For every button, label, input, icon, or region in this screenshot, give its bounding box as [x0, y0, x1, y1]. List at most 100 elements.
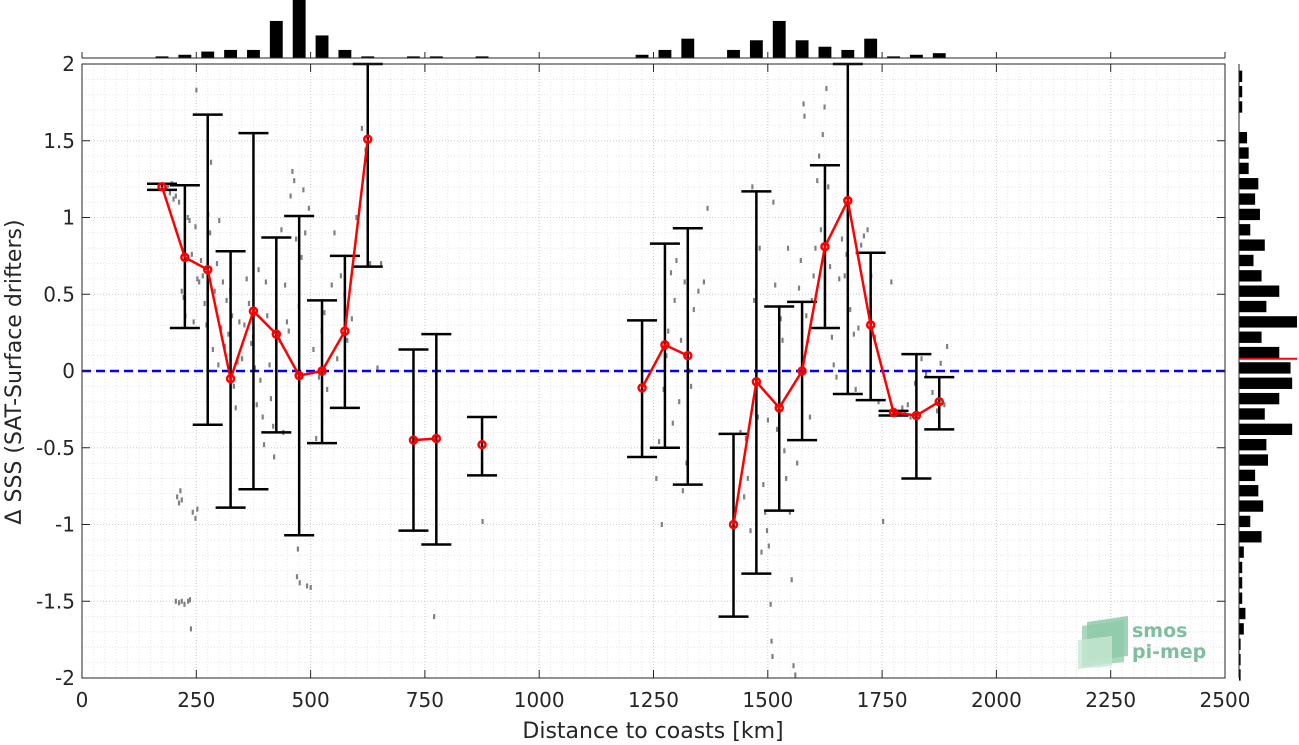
raw-data-point [330, 282, 333, 288]
raw-data-point [825, 86, 828, 92]
raw-data-point [192, 319, 195, 325]
mean-series-line [160, 139, 369, 384]
right-histogram-bar [1239, 331, 1262, 343]
raw-data-point [209, 230, 212, 236]
raw-data-point [243, 322, 246, 328]
raw-data-point [946, 343, 949, 349]
right-histogram-bar [1239, 162, 1249, 175]
top-histogram-bar [155, 56, 169, 58]
right-histogram-bar [1239, 316, 1297, 328]
raw-data-point [906, 402, 909, 408]
mean-point [865, 320, 876, 330]
right-histogram-bar [1239, 485, 1259, 497]
raw-data-point [781, 337, 784, 343]
raw-data-point [317, 374, 321, 380]
raw-data-point [843, 273, 846, 279]
mean-point [431, 433, 442, 444]
error-bar [627, 319, 658, 459]
raw-data-point [810, 297, 813, 303]
raw-data-point [797, 285, 801, 291]
x-tick-label: 1750 [857, 688, 908, 712]
mean-series-line [640, 343, 689, 389]
raw-data-point [799, 257, 802, 263]
raw-data-point [433, 614, 436, 620]
right-histogram-bar [1239, 70, 1243, 82]
mean-point [888, 407, 899, 418]
right-histogram-bar [1239, 101, 1243, 113]
y-tick-label: -1 [55, 513, 75, 537]
raw-data-point [172, 196, 175, 202]
raw-data-point [309, 584, 312, 590]
raw-data-point [821, 132, 824, 138]
error-bar [924, 375, 955, 431]
right-histogram-bar [1239, 239, 1265, 251]
raw-data-point [232, 383, 235, 389]
raw-data-point [315, 436, 318, 442]
raw-data-point [706, 205, 709, 211]
top-histogram-bar [727, 49, 740, 58]
raw-data-point [792, 663, 795, 669]
right-histogram-bar [1239, 561, 1243, 574]
raw-data-point [294, 236, 298, 242]
raw-data-point [180, 288, 183, 294]
raw-data-point [914, 380, 917, 386]
raw-data-point [209, 159, 213, 165]
right-histogram-bar [1239, 147, 1249, 159]
raw-data-point [774, 282, 777, 288]
raw-data-point [877, 399, 880, 405]
raw-data-point [779, 316, 782, 322]
mean-point [363, 134, 373, 144]
raw-data-point [931, 389, 934, 395]
raw-data-point [769, 601, 772, 607]
top-histogram-bar [224, 49, 238, 58]
raw-data-point [753, 297, 756, 303]
raw-data-point [743, 494, 746, 500]
raw-data-point [771, 654, 774, 660]
raw-data-point [766, 417, 769, 423]
raw-data-point [174, 598, 177, 604]
y-axis-label: Δ SSS (SAT-Surface drifters) [2, 219, 27, 524]
raw-data-point [794, 672, 797, 678]
y-tick-label: 1.5 [43, 129, 75, 153]
raw-data-point [177, 500, 181, 506]
raw-data-point [681, 488, 684, 494]
raw-data-point [678, 399, 681, 405]
mean-point [911, 410, 922, 421]
raw-data-point [775, 426, 779, 432]
right-histogram-bar [1239, 638, 1241, 650]
raw-data-point [307, 205, 310, 211]
mean-point [683, 350, 693, 361]
raw-data-point [264, 279, 267, 285]
raw-data-point [380, 261, 383, 267]
x-tick-label: 500 [292, 688, 330, 712]
y-tick-label: 0.5 [43, 282, 75, 306]
right-histogram-bar [1239, 408, 1265, 420]
raw-data-point [882, 518, 885, 524]
raw-data-point [909, 414, 912, 420]
raw-data-point [323, 310, 326, 316]
raw-data-point [675, 257, 678, 263]
x-tick-label: 750 [406, 688, 444, 712]
raw-data-point [751, 184, 754, 190]
top-histogram-bar [178, 54, 192, 58]
top-histogram-bar [749, 40, 763, 58]
right-histogram-bar [1239, 377, 1293, 389]
top-histogram-bar [795, 40, 809, 58]
x-tick-label: 2000 [971, 688, 1022, 712]
raw-data-point [683, 279, 686, 285]
raw-data-point [369, 261, 372, 267]
raw-data-point [296, 546, 299, 552]
raw-data-point [770, 638, 773, 644]
raw-data-point [819, 227, 823, 233]
raw-data-point [188, 597, 192, 603]
raw-data-point [268, 362, 271, 368]
right-histogram-bar [1239, 607, 1246, 620]
raw-data-point [772, 199, 775, 205]
right-histogram-bar [1239, 362, 1291, 374]
raw-data-point [746, 475, 749, 481]
raw-data-point [866, 227, 869, 233]
mean-point [477, 439, 487, 450]
raw-data-point [785, 475, 788, 481]
top-histogram-bar [658, 49, 672, 58]
